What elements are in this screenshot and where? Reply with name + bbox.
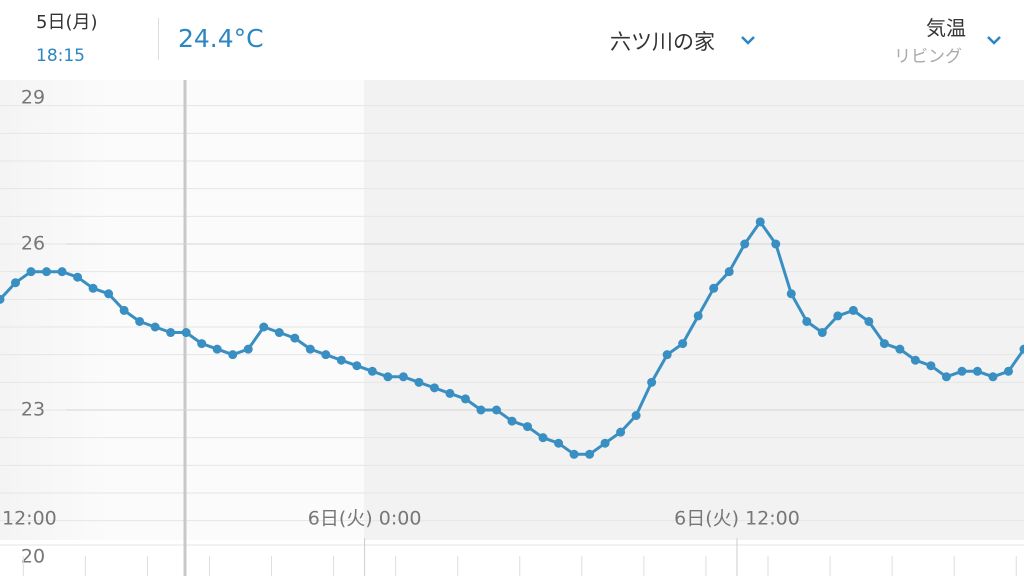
y-tick-label: 26 — [21, 233, 45, 255]
data-point — [476, 405, 486, 415]
y-tick-label: 20 — [21, 546, 45, 568]
data-point — [321, 350, 331, 360]
data-point — [367, 366, 377, 376]
data-point — [290, 333, 300, 343]
data-point — [848, 305, 858, 315]
data-point — [786, 289, 796, 299]
data-point — [771, 239, 781, 249]
axis-strip — [0, 540, 1024, 576]
data-point — [135, 316, 145, 326]
data-point — [57, 267, 67, 277]
data-point — [150, 322, 160, 332]
data-point — [693, 311, 703, 321]
data-point — [414, 377, 424, 387]
date: 5日(月) — [36, 12, 98, 33]
data-point — [1019, 344, 1024, 354]
divider — [158, 18, 159, 60]
data-point — [600, 438, 610, 448]
data-point — [647, 377, 657, 387]
data-point — [678, 339, 688, 349]
data-point — [398, 372, 408, 382]
y-tick-label: 23 — [21, 399, 45, 421]
data-point — [11, 278, 21, 288]
data-point — [879, 339, 889, 349]
data-point — [491, 405, 501, 415]
data-point — [631, 411, 641, 421]
data-point — [740, 239, 750, 249]
data-point — [507, 416, 517, 426]
room[interactable]: リビング — [894, 47, 962, 67]
data-point — [833, 311, 843, 321]
data-point — [755, 217, 765, 227]
data-point — [0, 294, 5, 304]
data-point — [305, 344, 315, 354]
data-point — [926, 361, 936, 371]
data-point — [119, 305, 129, 315]
data-point — [662, 350, 672, 360]
data-point — [73, 272, 83, 282]
data-point — [42, 267, 52, 277]
x-tick-label: 6日(火) 12:00 — [674, 508, 800, 530]
data-point — [212, 344, 222, 354]
data-point — [88, 283, 98, 293]
location-chevron[interactable] — [740, 34, 756, 46]
data-point — [724, 267, 734, 277]
data-point — [569, 449, 579, 459]
data-point — [817, 328, 827, 338]
data-point — [523, 422, 533, 432]
data-point — [336, 355, 346, 365]
data-point — [383, 372, 393, 382]
data-point — [460, 394, 470, 404]
data-point — [1003, 366, 1013, 376]
metric-chevron[interactable] — [986, 34, 1002, 46]
data-point — [228, 350, 238, 360]
data-point — [895, 344, 905, 354]
data-point — [538, 433, 548, 443]
data-point — [802, 316, 812, 326]
data-point — [554, 438, 564, 448]
data-point — [26, 267, 36, 277]
location[interactable]: 六ツ川の家 — [610, 30, 715, 54]
data-point — [429, 383, 439, 393]
data-point — [259, 322, 269, 332]
data-point — [616, 427, 626, 437]
data-point — [972, 366, 982, 376]
time: 18:15 — [36, 46, 85, 66]
metric[interactable]: 気温 — [926, 16, 966, 40]
data-point — [274, 328, 284, 338]
data-point — [910, 355, 920, 365]
data-point — [941, 372, 951, 382]
data-point — [709, 283, 719, 293]
plot-bg-past — [0, 80, 364, 576]
data-point — [181, 328, 191, 338]
data-point — [585, 449, 595, 459]
data-point — [957, 366, 967, 376]
data-point — [197, 339, 207, 349]
data-point — [445, 388, 455, 398]
y-tick-label: 29 — [21, 87, 45, 109]
data-point — [104, 289, 114, 299]
current-value: 24.4°C — [178, 24, 264, 53]
x-tick-label: 12:00 — [2, 508, 57, 530]
x-tick-label: 6日(火) 0:00 — [308, 508, 422, 530]
data-point — [864, 316, 874, 326]
data-point — [988, 372, 998, 382]
data-point — [352, 361, 362, 371]
header: 5日(月) 18:15 24.4°C 六ツ川の家 気温 リビング — [0, 0, 1024, 80]
data-point — [166, 328, 176, 338]
data-point — [243, 344, 253, 354]
